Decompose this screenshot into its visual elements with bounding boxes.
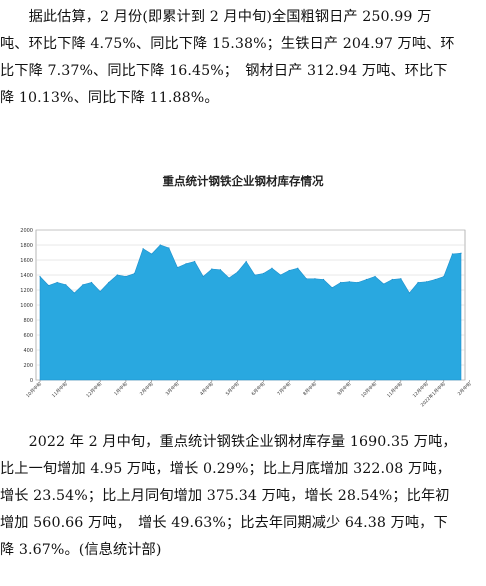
- x-tick-label: 3月中旬: [164, 380, 181, 397]
- y-tick-label: 400: [23, 348, 33, 354]
- data-point: [125, 275, 127, 278]
- data-point: [65, 284, 67, 286]
- y-tick-label: 800: [23, 318, 33, 324]
- y-tick-label: 1800: [20, 243, 33, 249]
- y-tick-label: 1600: [20, 258, 33, 264]
- data-point: [331, 287, 333, 289]
- data-point: [383, 283, 385, 285]
- data-point: [39, 275, 41, 278]
- data-point: [108, 281, 110, 284]
- x-tick-label: 11月中旬: [50, 380, 69, 399]
- data-point: [451, 253, 454, 255]
- x-tick-label: 6月中旬: [250, 380, 267, 397]
- x-axis: 10月中旬 11月中旬 12月中旬 1月中旬 2月中旬 3月中旬 4月中旬 5月中旬 6月中旬 7…: [24, 380, 473, 408]
- data-point: [99, 290, 101, 293]
- data-point: [279, 274, 282, 276]
- y-tick-label: 1400: [20, 273, 33, 279]
- data-point: [348, 281, 350, 283]
- y-tick-label: 2000: [20, 228, 33, 234]
- data-point: [314, 278, 316, 280]
- summary-line: 增长 23.54%；比上月同旬增加 375.34 万吨，增长 28.54%；比年…: [0, 488, 450, 504]
- data-point: [211, 268, 213, 270]
- data-point: [237, 271, 239, 273]
- data-point: [271, 267, 273, 269]
- data-point: [391, 278, 393, 281]
- data-point: [245, 260, 247, 263]
- inventory-area-chart: 0 200 400 600 800 1000 1200 1400 1600 1800 2000 10…: [20, 228, 473, 408]
- series-layer: [39, 244, 462, 381]
- data-point: [228, 277, 230, 279]
- x-tick-label: 12月中旬: [85, 380, 104, 399]
- summary-paragraph: 2022 年 2 月中旬，重点统计钢铁企业钢材库存量 1690.35 万吨， 比…: [0, 429, 486, 564]
- summary-line: 比上一旬增加 4.95 万吨，增长 0.29%；比上月底增加 322.08 万吨…: [0, 461, 451, 477]
- intro-paragraph: 据此估算，2 月份(即累计到 2 月中旬)全国粗钢日产 250.99 万 吨、环…: [0, 4, 486, 112]
- data-point: [47, 284, 50, 287]
- data-point: [202, 275, 204, 278]
- data-point: [194, 260, 196, 263]
- data-point: [434, 278, 436, 281]
- summary-line: 增加 560.66 万吨， 增长 49.63%；比去年同期减少 64.38 万吨…: [0, 515, 448, 531]
- chart-title: 重点统计钢铁企业钢材库存情况: [162, 174, 324, 188]
- intro-line: 降 10.13%、同比下降 11.88%。: [0, 90, 219, 106]
- data-point: [185, 263, 187, 265]
- data-point: [443, 275, 445, 278]
- data-point: [460, 252, 462, 254]
- x-tick-label: 4月中旬: [198, 380, 215, 397]
- data-point: [151, 253, 153, 255]
- x-tick-label: 1月中旬: [112, 380, 129, 397]
- data-point: [417, 281, 419, 284]
- data-point: [82, 284, 84, 286]
- data-point: [365, 278, 368, 281]
- y-tick-label: 0: [30, 378, 33, 384]
- data-point: [56, 281, 58, 284]
- data-point: [357, 281, 359, 284]
- x-tick-label: 2月中旬: [456, 380, 473, 397]
- x-tick-label: 10月中旬: [359, 380, 378, 399]
- data-point: [176, 266, 179, 269]
- x-tick-label: 7月中旬: [276, 380, 293, 397]
- data-point: [305, 278, 307, 280]
- data-point: [340, 281, 342, 284]
- intro-line: 比下降 7.37%、同比下降 16.45%； 钢材日产 312.94 万吨、环比…: [0, 63, 448, 79]
- intro-line: 据此估算，2 月份(即累计到 2 月中旬)全国粗钢日产 250.99 万: [0, 9, 432, 25]
- data-point: [374, 275, 376, 278]
- data-point: [142, 248, 144, 250]
- x-tick-label: 11月中旬: [385, 380, 404, 399]
- summary-line: 2022 年 2 月中旬，重点统计钢铁企业钢材库存量 1690.35 万吨，: [0, 434, 457, 450]
- data-point: [159, 244, 161, 246]
- data-point: [168, 247, 170, 249]
- data-point: [400, 278, 402, 280]
- y-tick-label: 200: [23, 363, 33, 369]
- data-point: [297, 267, 299, 269]
- x-tick-label: 8月中旬: [301, 380, 318, 397]
- data-point: [262, 272, 264, 275]
- data-point: [133, 272, 136, 275]
- x-tick-label: 9月中旬: [336, 380, 353, 397]
- y-tick-label: 1000: [20, 303, 33, 309]
- intro-line: 吨、环比下降 4.75%、同比下降 15.38%；生铁日产 204.97 万吨、…: [0, 36, 455, 52]
- x-tick-label: 10月中旬: [24, 380, 43, 399]
- x-tick-label: 12月中旬: [411, 380, 430, 399]
- data-point: [73, 292, 75, 294]
- data-point: [254, 274, 256, 276]
- y-axis: 0 200 400 600 800 1000 1200 1400 1600 1800 2000: [20, 228, 33, 384]
- x-tick-label: 5月中旬: [224, 380, 241, 397]
- data-point: [408, 292, 411, 294]
- data-point: [426, 281, 428, 283]
- y-tick-label: 600: [23, 333, 33, 339]
- data-point: [90, 281, 93, 284]
- summary-line: 降 3.67%。(信息统计部): [0, 542, 162, 558]
- y-tick-label: 1200: [20, 288, 33, 294]
- x-tick-label: 2月中旬: [138, 380, 155, 397]
- data-point: [219, 269, 222, 271]
- data-point: [288, 269, 290, 272]
- data-point: [116, 274, 118, 276]
- data-point: [322, 278, 325, 281]
